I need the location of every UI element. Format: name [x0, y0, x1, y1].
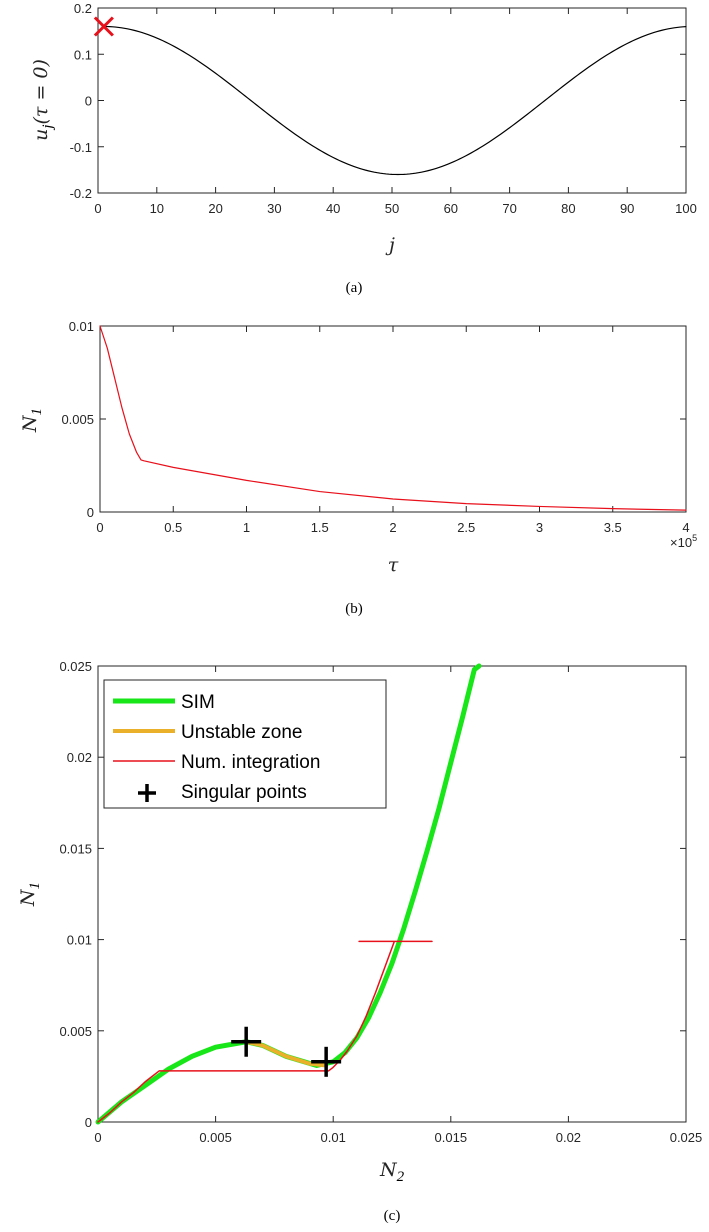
x-tick-label: 0.025	[670, 1130, 703, 1145]
panel-a: 0 10 20 30 40 50 60 70 80 90 100 -0.2 -0.1 0 0.1 0.2 j…	[30, 1, 697, 296]
x-tick-label: 3.5	[604, 520, 622, 535]
panel-c-y-axis-label: N1	[17, 882, 43, 907]
panel-b-axes-box	[99, 325, 687, 513]
legend-label-sim: SIM	[181, 692, 215, 713]
x-tick-label: 50	[385, 201, 399, 216]
singular-point-marker	[311, 1046, 342, 1077]
y-tick-label: -0.1	[70, 140, 92, 155]
x-tick-label: 2.5	[457, 520, 475, 535]
x-tick-label: 0	[94, 1130, 101, 1145]
initial-point-marker	[93, 16, 114, 37]
x-tick-label: 4	[682, 520, 689, 535]
legend-label-singular-points: Singular points	[181, 782, 307, 803]
panel-c-caption: (c)	[384, 1208, 401, 1224]
x-tick-label: 3	[536, 520, 543, 535]
panel-a-y-axis-label: uj(τ = 0)	[30, 59, 56, 141]
series-line-n1-tau	[99, 325, 687, 511]
series-line-num-integration	[97, 940, 433, 1123]
y-tick-label: 0.01	[67, 933, 92, 948]
panel-b-y-axis-label: N1	[19, 408, 45, 433]
y-tick-label: 0	[87, 505, 94, 520]
y-tick-label: 0.005	[61, 412, 94, 427]
y-tick-label: 0	[85, 1115, 92, 1130]
series-line-u-j	[103, 25, 687, 176]
singular-point-marker	[231, 1026, 262, 1057]
y-tick-label: -0.2	[70, 186, 92, 201]
x-tick-label: 1.5	[311, 520, 329, 535]
y-tick-label: 0.1	[74, 47, 92, 62]
panel-b-plot-area	[99, 325, 687, 511]
x-tick-label: 0	[96, 520, 103, 535]
panel-c-legend: SIM Unstable zone Num. integration Singu…	[103, 679, 387, 809]
legend-label-num-integration: Num. integration	[181, 752, 320, 773]
panel-a-plot-area	[93, 16, 687, 176]
x-tick-label: 0.02	[556, 1130, 581, 1145]
x-tick-label: 0.015	[435, 1130, 468, 1145]
panel-a-x-axis-label: j	[385, 234, 395, 256]
panel-b: 0 0.5 1 1.5 2 2.5 3 3.5 4 0 0.005 0.01 ×105 τ N1 (…	[19, 319, 697, 617]
panel-a-caption: (a)	[346, 280, 363, 296]
legend-label-unstable-zone: Unstable zone	[181, 722, 302, 743]
panel-b-y-ticks: 0 0.005 0.01	[61, 319, 686, 520]
x-tick-label: 2	[389, 520, 396, 535]
panel-c-x-axis-label: N2	[379, 1159, 405, 1185]
y-tick-label: 0.005	[59, 1024, 92, 1039]
panel-c-y-ticks: 0 0.005 0.01 0.015 0.02 0.025	[59, 659, 686, 1130]
panel-b-caption: (b)	[345, 601, 363, 617]
panel-c-x-ticks: 0 0.005 0.01 0.015 0.02 0.025	[94, 666, 702, 1145]
y-tick-label: 0.01	[69, 319, 94, 334]
panel-a-y-ticks: -0.2 -0.1 0 0.1 0.2	[70, 1, 686, 201]
x-tick-label: 30	[267, 201, 281, 216]
y-tick-label: 0.015	[59, 841, 92, 856]
legend-swatch-singular-points	[138, 784, 156, 802]
x-tick-label: 0.005	[199, 1130, 232, 1145]
x-tick-label: 1	[243, 520, 250, 535]
x-tick-label: 0	[94, 201, 101, 216]
x-tick-label: 60	[444, 201, 458, 216]
x-tick-label: 0.01	[321, 1130, 346, 1145]
x-tick-label: 10	[150, 201, 164, 216]
y-tick-label: 0	[85, 94, 92, 109]
panel-c-axes-box	[97, 665, 687, 1123]
x-tick-label: 0.5	[164, 520, 182, 535]
y-tick-label: 0.02	[67, 750, 92, 765]
panel-c: 0 0.005 0.01 0.015 0.02 0.025 0 0.005 0.01 0.015…	[17, 659, 702, 1224]
x-tick-label: 100	[675, 201, 697, 216]
x-tick-label: 70	[502, 201, 516, 216]
panel-a-x-ticks: 0 10 20 30 40 50 60 70 80 90 100	[94, 8, 697, 216]
series-line-unstable-zone	[244, 1039, 329, 1068]
panel-b-x-axis-label: τ	[388, 554, 399, 576]
y-tick-label: 0.2	[74, 1, 92, 16]
panel-b-x-multiplier: ×105	[670, 533, 697, 550]
panel-b-x-ticks: 0 0.5 1 1.5 2 2.5 3 3.5 4	[96, 326, 690, 535]
x-tick-label: 80	[561, 201, 575, 216]
x-tick-label: 40	[326, 201, 340, 216]
panel-c-plot-area	[95, 663, 482, 1125]
x-tick-label: 90	[620, 201, 634, 216]
panel-a-axes-box	[97, 7, 687, 194]
x-tick-label: 20	[208, 201, 222, 216]
y-tick-label: 0.025	[59, 659, 92, 674]
